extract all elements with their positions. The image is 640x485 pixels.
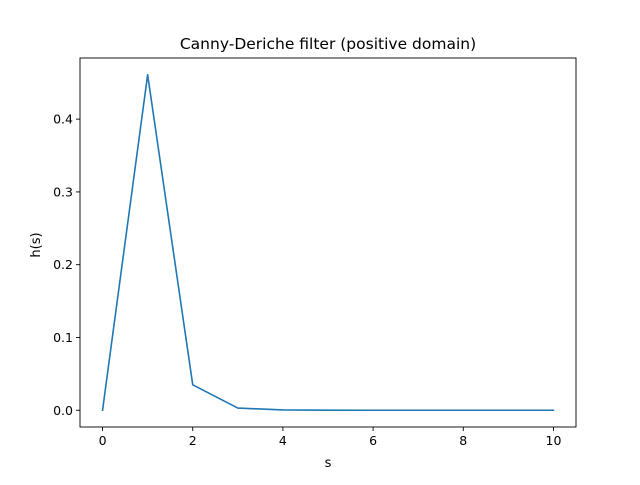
x-tick-label: 10 xyxy=(546,433,562,448)
y-tick-label: 0.2 xyxy=(53,257,73,272)
x-tick-label: 0 xyxy=(99,433,107,448)
x-tick-label: 6 xyxy=(369,433,377,448)
x-tick-label: 8 xyxy=(459,433,467,448)
y-tick-label: 0.4 xyxy=(53,112,73,127)
x-tick-label: 4 xyxy=(279,433,287,448)
chart-title: Canny-Deriche filter (positive domain) xyxy=(180,35,476,53)
y-tick-label: 0.0 xyxy=(53,403,73,418)
y-tick-label: 0.1 xyxy=(53,330,73,345)
y-tick-label: 0.3 xyxy=(53,184,73,199)
x-axis-label: s xyxy=(325,456,332,471)
y-axis-label: h(s) xyxy=(29,232,44,257)
x-tick-label: 2 xyxy=(189,433,197,448)
